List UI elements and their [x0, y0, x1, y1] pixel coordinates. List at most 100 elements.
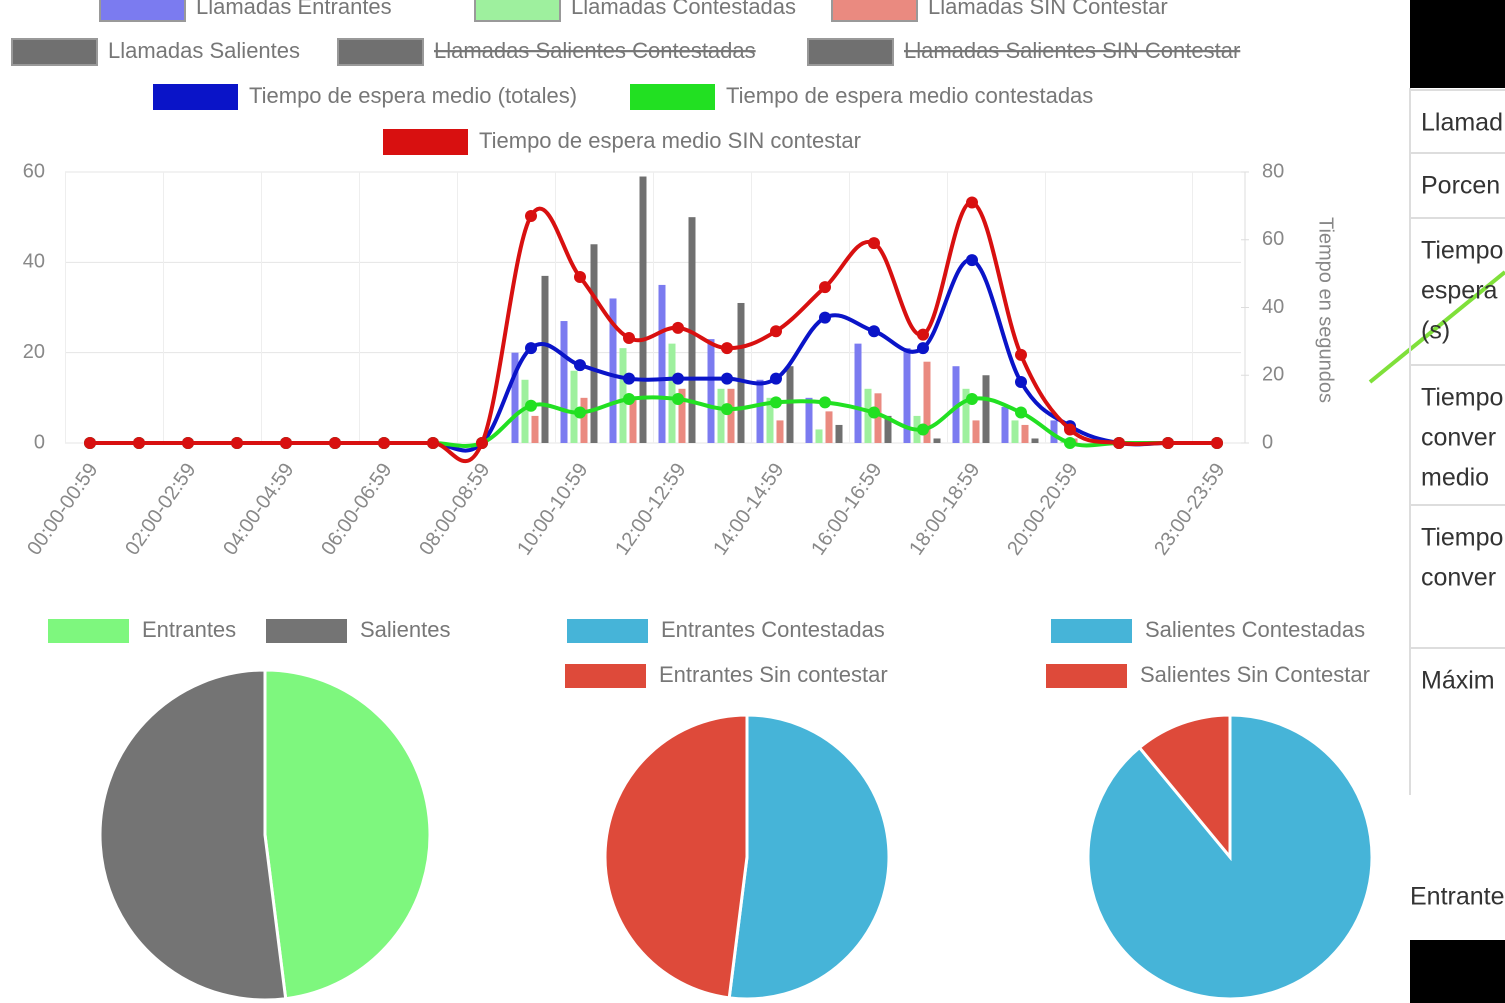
pie-slice: [727, 713, 891, 1001]
panel-cell: espera: [1421, 277, 1498, 305]
y2-tick-label: 20: [1262, 364, 1284, 386]
panel-cell: medio: [1421, 464, 1489, 492]
dark-edge: [1410, 0, 1505, 88]
panel-cell: Porcen: [1421, 172, 1500, 200]
y-tick-label: 40: [23, 251, 45, 273]
line-point: [329, 437, 341, 449]
legend-label[interactable]: Tiempo de espera medio (totales): [249, 83, 577, 108]
bar: [903, 348, 911, 443]
line-point: [966, 254, 978, 267]
line-point: [721, 403, 733, 416]
legend-label[interactable]: Tiempo de espera medio contestadas: [726, 83, 1093, 108]
legend-label[interactable]: Llamadas Salientes Contestadas: [434, 38, 756, 63]
line-point: [819, 281, 831, 294]
bar: [619, 348, 627, 443]
bar: [609, 298, 617, 443]
line-point: [770, 325, 782, 338]
panel-cell: conver: [1421, 424, 1496, 452]
legend-label[interactable]: Llamadas Salientes: [108, 38, 300, 63]
panel-cell: Tiempo: [1421, 524, 1503, 552]
x-tick-label: 20:00-20:59: [1003, 459, 1082, 559]
legend-label[interactable]: Entrantes Sin contestar: [659, 662, 888, 687]
line-point: [917, 328, 929, 341]
line-point: [1064, 423, 1076, 436]
bar: [972, 420, 980, 443]
bar: [952, 366, 960, 443]
x-tick-label: 18:00-18:59: [905, 459, 984, 559]
x-tick-label: 02:00-02:59: [121, 459, 200, 559]
bar: [864, 388, 872, 443]
legend-label[interactable]: Salientes Contestadas: [1145, 617, 1365, 642]
y2-tick-label: 80: [1262, 160, 1284, 182]
line-point: [1113, 437, 1125, 449]
legend-swatch: [831, 0, 918, 22]
bar: [884, 415, 892, 443]
legend-label[interactable]: Salientes: [360, 617, 451, 642]
legend-label[interactable]: Llamadas SIN Contestar: [928, 0, 1168, 19]
bar: [1021, 424, 1029, 443]
y2-tick-label: 40: [1262, 296, 1284, 318]
line-point: [525, 399, 537, 412]
x-tick-label: 14:00-14:59: [709, 459, 788, 559]
y-tick-label: 20: [23, 341, 45, 363]
legend-swatch: [383, 129, 468, 155]
legend-label[interactable]: Entrantes: [142, 617, 236, 642]
line-point: [819, 396, 831, 409]
legend-swatch: [337, 38, 424, 66]
bar: [1031, 438, 1039, 443]
bar: [521, 379, 529, 443]
legend-label[interactable]: Llamadas Salientes SIN Contestar: [904, 38, 1240, 63]
legend-label[interactable]: Tiempo de espera medio SIN contestar: [479, 128, 861, 153]
legend-swatch: [567, 619, 648, 643]
line-point: [672, 321, 684, 334]
y-tick-label: 0: [34, 431, 45, 453]
legend-swatch: [1046, 664, 1127, 688]
bar: [756, 379, 764, 443]
line-point: [280, 437, 292, 449]
bar: [639, 176, 647, 443]
pie-slice: [1137, 713, 1232, 862]
pie-slice: [98, 668, 288, 1002]
line-point: [770, 396, 782, 409]
bar: [1050, 420, 1058, 443]
legend-label[interactable]: Entrantes Contestadas: [661, 617, 885, 642]
line-point: [525, 210, 537, 223]
line-point: [378, 437, 390, 449]
line-point: [917, 342, 929, 355]
line-point: [1015, 406, 1027, 419]
x-tick-label: 16:00-16:59: [807, 459, 886, 559]
y2-tick-label: 60: [1262, 228, 1284, 250]
legend-label[interactable]: Llamadas Contestadas: [571, 0, 796, 19]
line-point: [770, 372, 782, 385]
bar: [933, 438, 941, 443]
y2-tick-label: 0: [1262, 431, 1273, 453]
x-tick-label: 08:00-08:59: [415, 459, 494, 559]
bar: [668, 343, 676, 443]
legend-label[interactable]: Salientes Sin Contestar: [1140, 662, 1370, 687]
pie-slice: [603, 713, 749, 1000]
bar: [580, 397, 588, 443]
legend-swatch: [153, 84, 238, 110]
line-point: [623, 372, 635, 385]
bar: [531, 415, 539, 443]
legend-swatch: [807, 38, 894, 66]
legend-label[interactable]: Llamadas Entrantes: [196, 0, 392, 19]
line-point: [966, 196, 978, 209]
legend-swatch: [630, 84, 715, 110]
line-point: [1064, 437, 1076, 449]
bar: [678, 388, 686, 443]
line-point: [574, 359, 586, 372]
bar: [570, 370, 578, 443]
line-point: [672, 372, 684, 385]
bar: [825, 411, 833, 443]
bar: [766, 397, 774, 443]
line-point: [868, 406, 880, 419]
line-point: [623, 331, 635, 344]
bar: [776, 420, 784, 443]
pie-slice: [263, 668, 432, 1001]
panel-cell: Tiempo: [1421, 384, 1503, 412]
bar: [874, 393, 882, 443]
legend-swatch: [48, 619, 129, 643]
bar: [854, 343, 862, 443]
